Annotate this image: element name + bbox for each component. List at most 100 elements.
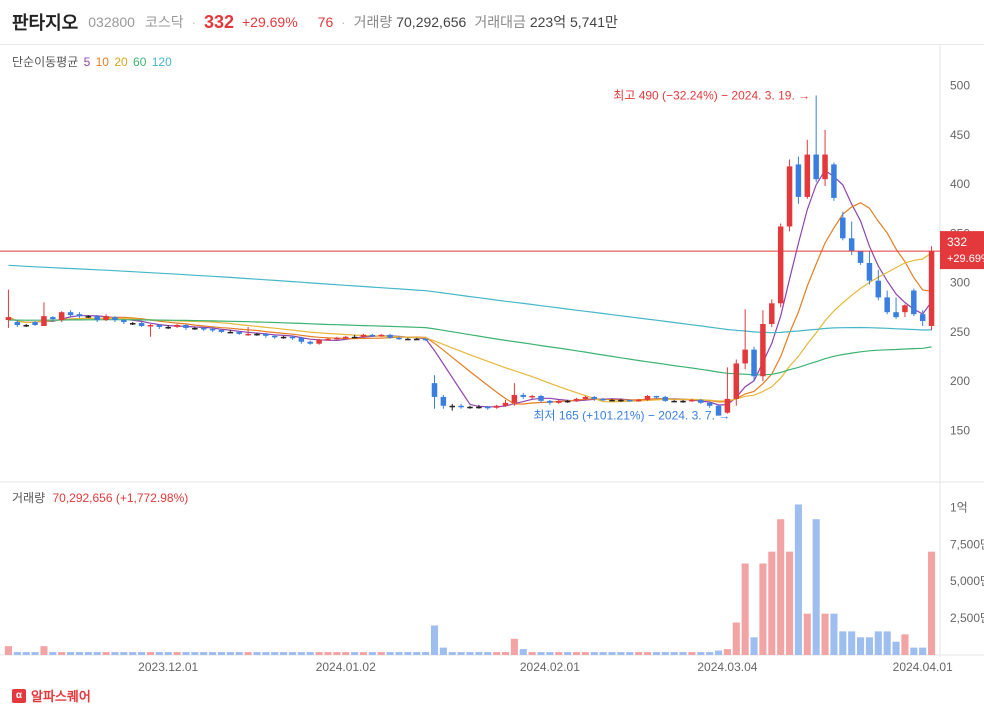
volume-bar [750,637,758,655]
candle-body [316,339,322,344]
volume-bar [306,652,314,655]
volume-tick-label: 5,000만 [950,574,984,588]
price-tick-label: 300 [950,276,970,290]
ma120-line [8,264,932,334]
price-tick-label: 250 [950,325,970,339]
candle-body [760,324,766,377]
volume-bar [599,652,607,655]
candle-body [520,394,527,397]
ma20-line [8,252,932,403]
candle-body [556,400,562,403]
candle-body [547,400,553,403]
volume-bar [182,652,190,655]
candle-body [236,331,242,334]
volume-bar [741,563,749,655]
candle-body [511,394,518,403]
volume-bar [235,652,243,655]
price-tick-label: 150 [950,423,970,437]
volume-bar [723,649,731,655]
high-annotation: 최고 490 (−32.24%) − 2024. 3. 19. → [613,88,810,102]
volume-bar [528,652,536,655]
volume-bar [546,652,554,655]
current-price-tag [940,231,984,270]
candle-body [706,402,713,406]
volume-bar [200,652,208,655]
stock-name[interactable]: 판타지오 [12,13,79,33]
candle-body [14,322,21,325]
candle-body [325,338,331,341]
volume-bar [777,519,785,655]
volume-bar [129,652,137,655]
candle-body [822,154,828,180]
candle-body [280,336,287,339]
volume-bar [4,646,12,655]
volume-bar [493,652,501,655]
volume-bar [635,652,643,655]
candle-body [831,164,837,198]
volume-bar [226,652,234,655]
volume-bar [386,652,394,655]
volume-bar [679,652,687,655]
volume-value: 70,292,656 [396,14,467,30]
ma-legend[interactable]: 단순이동평균 5 10 20 60 120 [12,53,174,70]
candle-body [866,262,873,281]
volume-bar [342,652,350,655]
candle-body [902,305,908,313]
volume-bar [812,519,820,655]
candle-body [378,334,384,337]
candle-body [680,400,686,403]
candle-body [742,349,748,364]
candle-body [147,324,154,327]
candle-body [183,324,189,328]
brand-logo-icon: α [12,688,26,703]
volume-bar [883,631,891,655]
candle-body [271,335,278,338]
volume-legend[interactable]: 거래량 70,292,656 (+1,772.98%) [12,489,188,506]
candle-body [76,314,83,317]
volume-bar [928,551,936,655]
date-tick-label: 2024.01.02 [316,660,376,674]
volume-bar [413,652,421,655]
ma5-label: 5 [83,55,91,69]
ma120-label: 120 [151,55,172,69]
candle-body [227,331,234,334]
chart-area[interactable]: 5004504003503002502001501억7,500만5,000만2,… [0,44,984,684]
volume-bar [58,652,66,655]
candle-body [103,316,109,321]
volume-bar [368,652,376,655]
volume-bar [217,652,226,655]
volume-bar [484,652,492,655]
brand-footer[interactable]: α 알파스퀘어 [12,686,91,705]
amount-label: 거래대금 [474,14,526,30]
candle-body [129,323,136,325]
low-annotation: 최저 165 (+101.21%) − 2024. 3. 7. → [533,409,730,423]
candle-body [689,399,695,402]
candle-body [307,341,313,344]
candle-body [289,336,296,339]
market-name: 코스닥 [144,14,184,30]
volume-tick-label: 7,500만 [950,537,984,551]
volume-bar [794,504,802,655]
candle-body [493,405,500,408]
candle-body [600,398,606,401]
candle-body [121,320,127,323]
candle-body [884,297,890,313]
candle-body [644,395,651,400]
volume-bar [173,652,181,655]
volume-bar [439,647,447,655]
volume-bar [315,652,323,655]
current-price-tag-value: 332 [947,235,967,249]
current-price-tag-pct: +29.69% [947,253,984,265]
candle-body [396,337,402,340]
stock-header: 판타지오 032800 코스닥 · 332 +29.69% 76 · 거래량 7… [0,0,984,45]
volume-legend-value: 70,292,656 (+1,772.98%) [52,491,189,505]
candle-body [58,312,65,321]
volume-tick-label: 2,500만 [950,611,984,625]
volume-bar [688,652,696,655]
candle-body [67,312,74,316]
volume-bar [164,652,172,655]
candle-body [813,154,819,180]
volume-bar [714,650,723,655]
candle-body [32,322,38,325]
candle-body [911,290,917,315]
